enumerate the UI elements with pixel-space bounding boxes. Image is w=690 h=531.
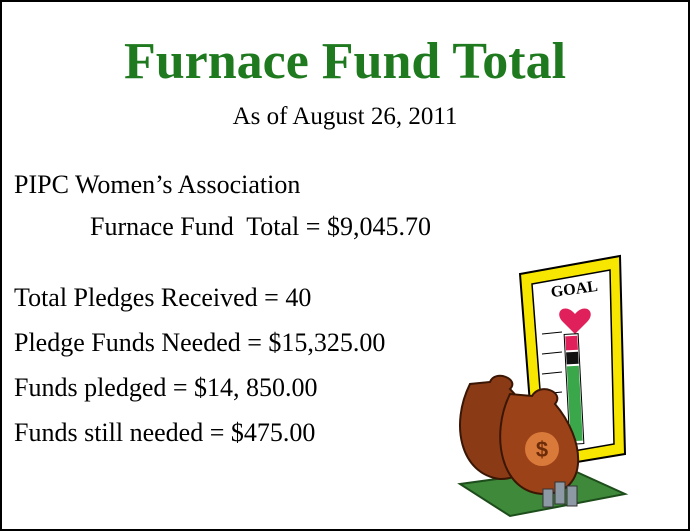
item: Total Pledges Received = 40 <box>14 283 311 313</box>
title: Furnace Fund Total <box>2 32 688 91</box>
organization: PIPC Women’s Association <box>14 170 300 200</box>
subtitle: As of August 26, 2011 <box>2 103 688 131</box>
item: Pledge Funds Needed = $15,325.00 <box>14 328 385 358</box>
item: Funds pledged = $14, 850.00 <box>14 373 318 403</box>
fund-total: Furnace Fund Total = $9,045.70 <box>90 212 431 242</box>
slide: Furnace Fund Total As of August 26, 2011… <box>0 0 690 531</box>
svg-text:$: $ <box>536 437 548 462</box>
clipart: GOAL $ <box>450 254 635 524</box>
item: Funds still needed = $475.00 <box>14 418 315 448</box>
